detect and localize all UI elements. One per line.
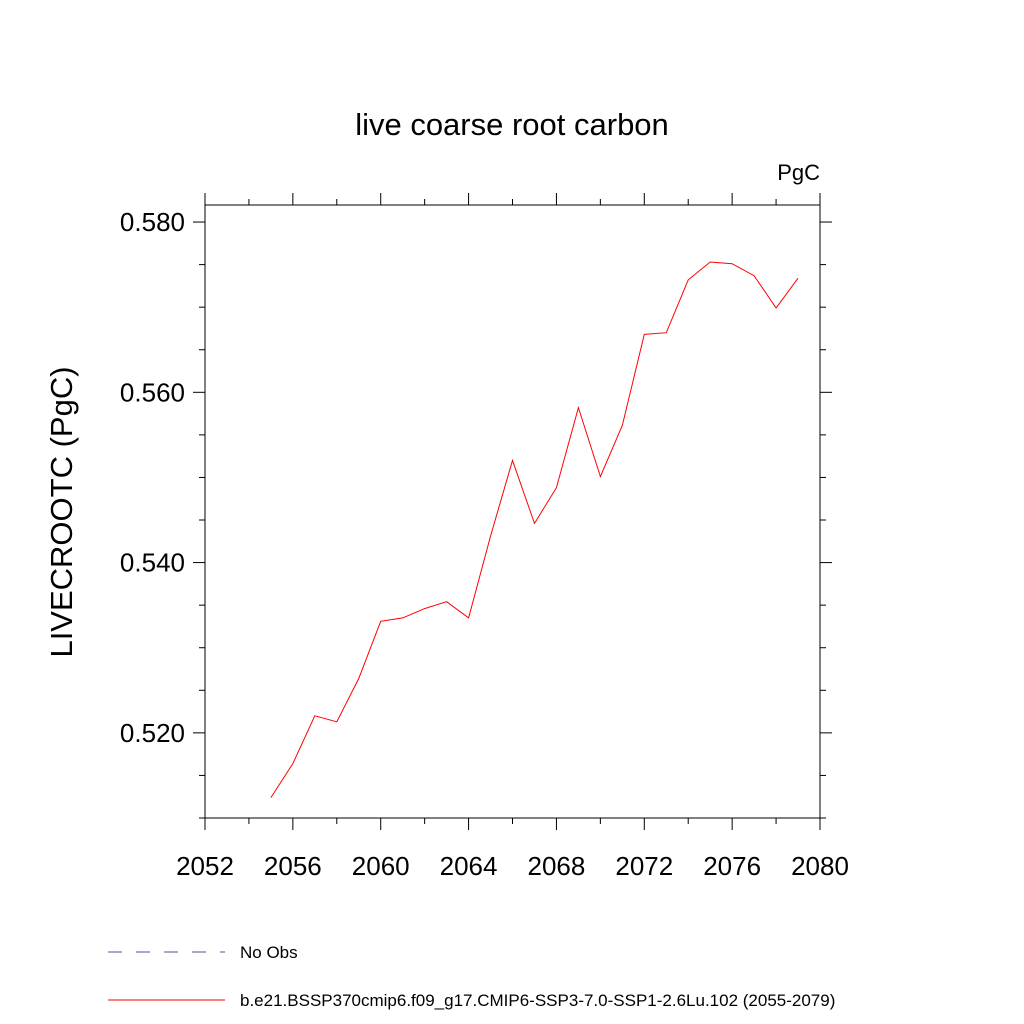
x-tick-label: 2060: [352, 851, 410, 881]
x-tick-label: 2068: [528, 851, 586, 881]
x-tick-label: 2052: [176, 851, 234, 881]
x-tick-label: 2072: [615, 851, 673, 881]
y-tick-label: 0.540: [120, 548, 185, 578]
x-tick-label: 2076: [703, 851, 761, 881]
y-tick-label: 0.520: [120, 718, 185, 748]
x-tick-label: 2056: [264, 851, 322, 881]
plot-frame: [204, 204, 821, 819]
legend-label-series: b.e21.BSSP370cmip6.f09_g17.CMIP6-SSP3-7.…: [240, 991, 835, 1010]
y-axis: 0.520 0.540 0.560 0.580: [120, 207, 832, 819]
y-axis-label: LIVECROOTC (PgC): [44, 366, 79, 657]
chart-title: live coarse root carbon: [355, 107, 669, 142]
legend-label-no-obs: No Obs: [240, 943, 298, 962]
x-tick-label: 2080: [791, 851, 849, 881]
y-tick-label: 0.560: [120, 377, 185, 407]
units-label: PgC: [777, 160, 820, 185]
x-axis: 2052 2056 2060 2064 2068 2072 2076 2080: [176, 193, 849, 881]
x-tick-label: 2064: [440, 851, 498, 881]
legend: No Obs b.e21.BSSP370cmip6.f09_g17.CMIP6-…: [108, 943, 835, 1010]
y-tick-label: 0.580: [120, 207, 185, 237]
series-line: [270, 261, 799, 798]
